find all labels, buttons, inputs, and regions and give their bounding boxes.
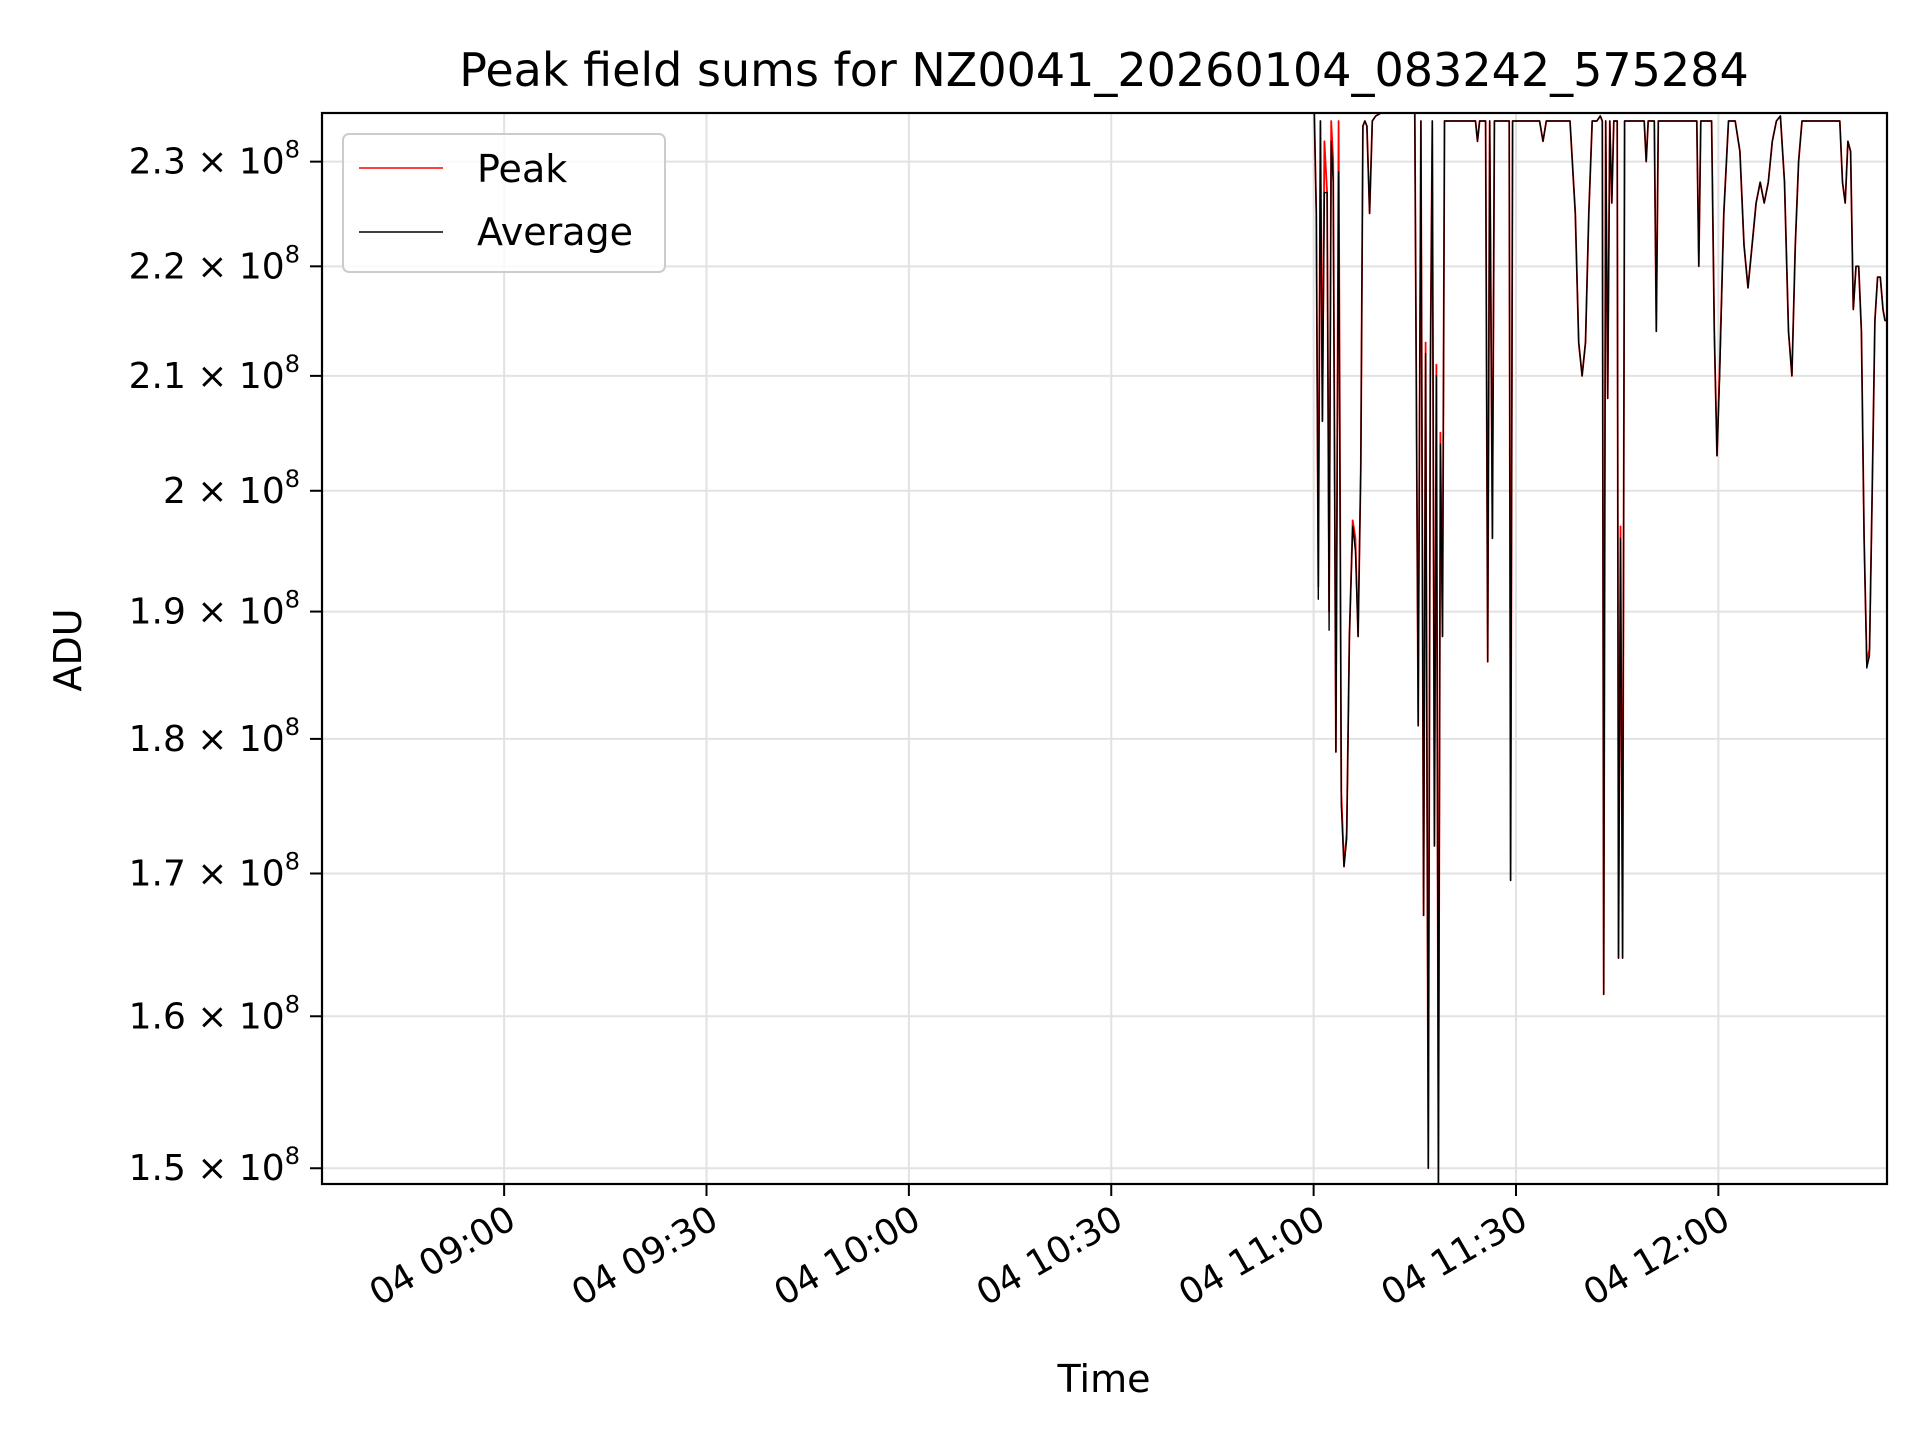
y-axis-label: ADU [46, 608, 90, 691]
y-tick-label: 1.5 × 108 [129, 1142, 300, 1189]
plot-frame [320, 111, 1889, 1186]
legend: Peak Average [342, 133, 666, 273]
legend-label-average: Average [477, 210, 633, 254]
grid [322, 113, 1887, 1184]
y-tick-label: 1.7 × 108 [129, 847, 300, 894]
y-tick-label: 1.9 × 108 [129, 586, 300, 633]
y-tick-label: 2.1 × 108 [129, 350, 300, 397]
series-layer [1313, 113, 1887, 1184]
y-tick-label: 1.6 × 108 [129, 990, 300, 1037]
y-tick-label: 2.3 × 108 [129, 136, 300, 183]
x-axis-label: Time [1057, 1357, 1151, 1401]
series-line-average [1313, 113, 1887, 1184]
y-tick-label: 2.2 × 108 [129, 240, 300, 287]
y-tick-label: 1.8 × 108 [129, 713, 300, 760]
y-axis: 1.5 × 108 1.6 × 108 1.7 × 108 1.8 × 108 1.9 … [129, 136, 322, 1189]
legend-label-peak: Peak [477, 147, 567, 191]
chart-title: Peak field sums for NZ0041_20260104_0832… [459, 43, 1748, 97]
y-tick-label: 2 × 108 [163, 465, 300, 512]
